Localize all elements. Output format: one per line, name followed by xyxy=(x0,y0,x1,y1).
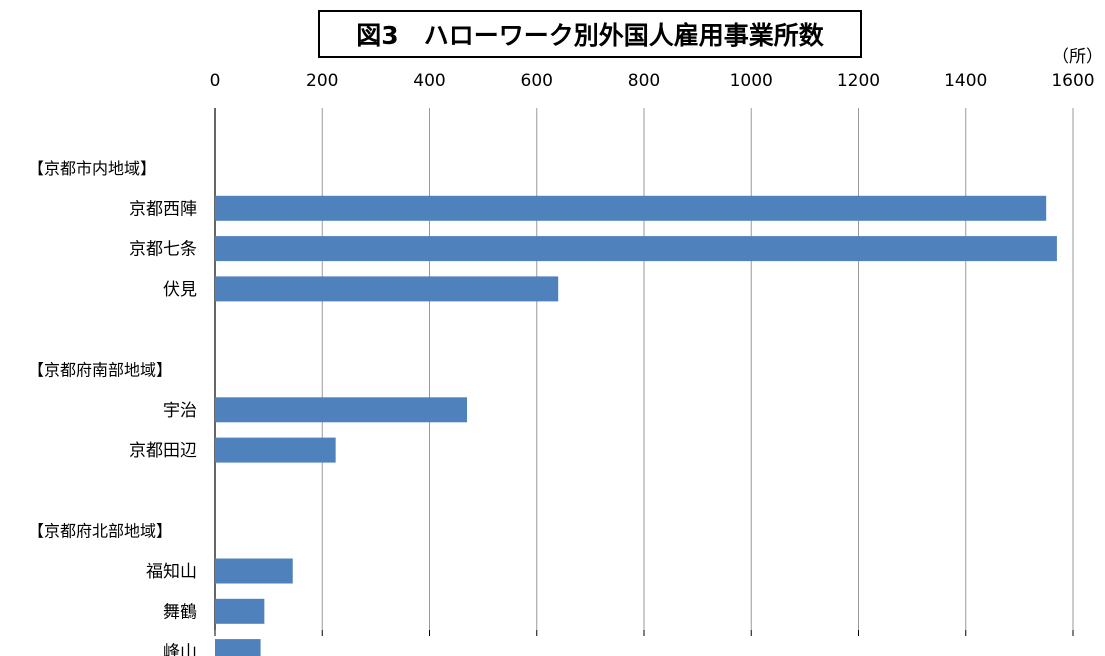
bar xyxy=(215,558,293,584)
bar xyxy=(215,598,265,624)
x-tick-label: 200 xyxy=(306,71,338,91)
category-label: 峰山 xyxy=(163,643,197,656)
category-label: 伏見 xyxy=(163,280,197,300)
bar xyxy=(215,236,1057,262)
bar xyxy=(215,437,336,463)
group-label: 【京都府北部地域】 xyxy=(28,522,172,541)
x-tick-label: 1200 xyxy=(837,71,880,91)
bar xyxy=(215,397,468,423)
category-label: 舞鶴 xyxy=(163,602,197,622)
bar xyxy=(215,639,261,656)
x-tick-label: 0 xyxy=(210,71,221,91)
category-label: 宇治 xyxy=(163,401,197,421)
x-tick-labels: 0 200 400 600 800 1000 1200 1400 1600 xyxy=(210,71,1095,91)
grid-lines xyxy=(214,108,1074,636)
category-label: 京都西陣 xyxy=(129,199,197,219)
group-label: 【京都府南部地域】 xyxy=(28,361,172,380)
chart-title: 図3 ハローワーク別外国人雇用事業所数 xyxy=(318,10,862,58)
bar xyxy=(215,195,1047,221)
x-tick-label: 400 xyxy=(413,71,445,91)
category-label: 福知山 xyxy=(146,562,197,582)
bar xyxy=(215,276,559,302)
bars xyxy=(215,195,1057,656)
category-label: 京都七条 xyxy=(129,240,197,260)
unit-label: （所） xyxy=(1052,47,1103,67)
group-label: 【京都市内地域】 xyxy=(28,159,156,178)
x-tick-label: 1600 xyxy=(1051,71,1094,91)
x-tick-label: 1000 xyxy=(730,71,773,91)
x-tick-label: 600 xyxy=(521,71,553,91)
x-tick-label: 1400 xyxy=(944,71,987,91)
x-tick-label: 800 xyxy=(628,71,660,91)
category-label: 京都田辺 xyxy=(129,441,197,461)
category-labels: 【京都市内地域】京都西陣京都七条伏見【京都府南部地域】宇治京都田辺【京都府北部地… xyxy=(28,159,197,656)
